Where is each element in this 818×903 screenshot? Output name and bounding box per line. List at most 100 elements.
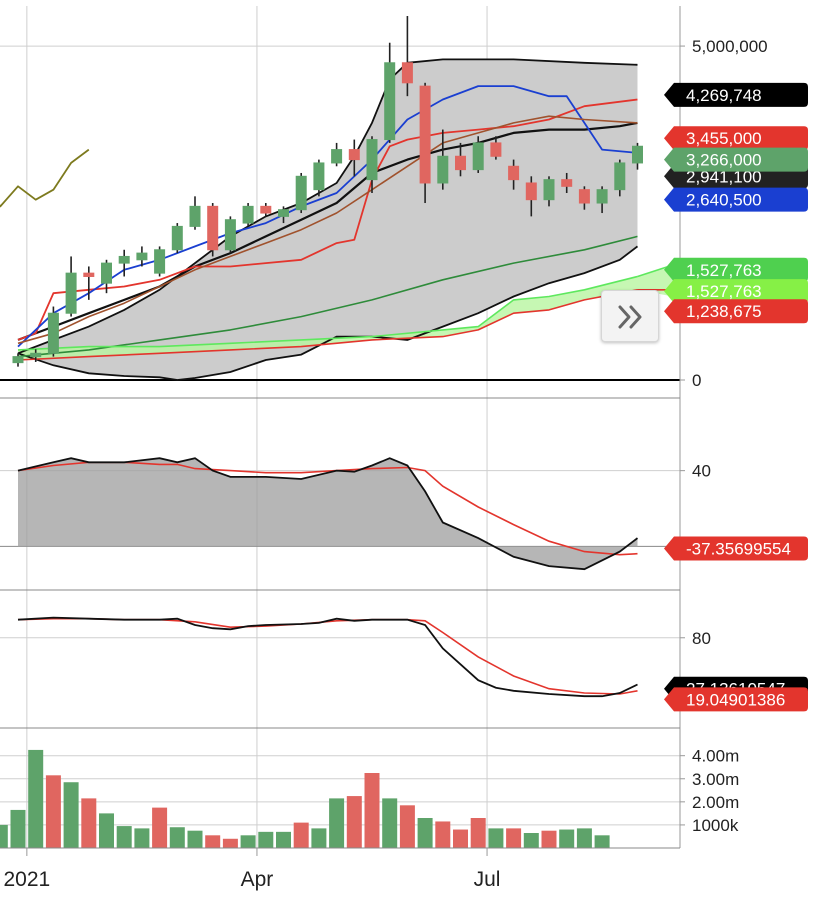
indicator-lines-layer [0, 58, 680, 698]
candle-body [490, 142, 502, 157]
candle-body [508, 165, 520, 181]
y-axis-tick-label: 4.00m [692, 747, 739, 766]
volume-bar [152, 807, 168, 848]
price-tag-label: 3,266,000 [686, 151, 762, 170]
price-tag [664, 687, 808, 712]
fill-layer [18, 59, 680, 570]
price-tag-label: 3,455,000 [686, 129, 762, 148]
candle-body [171, 225, 183, 251]
indicator-line [17, 121, 638, 341]
stochastic-signal-line [17, 617, 638, 695]
x-axis-tick-label: Jul [474, 868, 501, 891]
indicator-line [17, 289, 638, 361]
price-tag-label: 2,941,100 [686, 167, 762, 186]
y-axis-tick-label: 0 [692, 371, 701, 390]
volume-bar [470, 818, 486, 848]
volume-bar [576, 828, 592, 848]
price-tag [664, 257, 808, 282]
x-axis-tick-label: 2021 [3, 868, 50, 891]
volume-bar [81, 798, 97, 848]
candle-body [12, 356, 24, 364]
y-axis-tick-label: 5,000,000 [692, 37, 768, 56]
candle-body [154, 249, 166, 274]
price-tag-label: 19.04901386 [686, 690, 785, 709]
candle-body [472, 142, 484, 171]
y-axis-tick-label: 2.00m [692, 793, 739, 812]
volume-bar [45, 775, 61, 848]
candle-body [313, 162, 325, 191]
oscillator-shade [18, 458, 638, 570]
candles-layer [12, 16, 643, 367]
volume-bar [346, 796, 362, 848]
volume-bar [0, 824, 8, 848]
y-axis-tick-label: 80 [692, 629, 711, 648]
candle-body [242, 205, 254, 224]
candle-body [437, 155, 449, 184]
y-axis-tick-label: 1000k [692, 816, 739, 835]
price-tag-label: 4,269,748 [686, 86, 762, 105]
volume-bar [417, 818, 433, 848]
volume-bar [559, 829, 575, 848]
candle-body [401, 62, 413, 84]
candle-body [614, 162, 626, 191]
volume-layer [0, 749, 610, 848]
volume-bar [187, 830, 203, 848]
volume-bar [134, 828, 150, 848]
candle-body [224, 219, 236, 251]
candle-body [632, 145, 643, 164]
volume-bar [399, 805, 415, 848]
price-tag [664, 279, 808, 304]
volume-bar [240, 835, 256, 848]
price-tag [664, 299, 808, 324]
price-tag-label: -37.35699554 [686, 539, 791, 558]
axis-layer: 0 5,000,000 40 80 1000k 2.00m 3.00m 4.00m 2021 Ap… [0, 6, 768, 891]
volume-bar [293, 822, 309, 848]
volume-bar [311, 828, 327, 848]
volume-bar [10, 809, 26, 848]
candle-body [455, 155, 466, 171]
candle-body [189, 205, 201, 227]
candle-body [366, 139, 378, 181]
y-axis-tick-label: 40 [692, 462, 711, 481]
volume-bar [205, 835, 221, 848]
candle-body [596, 189, 608, 204]
volume-bar [541, 830, 557, 848]
candle-body [419, 85, 431, 184]
scroll-to-latest-button[interactable] [601, 290, 659, 342]
volume-bar [258, 831, 274, 848]
volume-bar [63, 782, 79, 848]
candle-body [578, 189, 590, 204]
candle-body [260, 205, 272, 214]
stochastic-main-line [17, 616, 638, 698]
candle-body [561, 179, 573, 187]
volume-bar [523, 833, 539, 848]
candle-body [101, 262, 112, 284]
band-fill [18, 59, 638, 381]
candle-body [384, 62, 396, 141]
candle-body [47, 312, 59, 354]
candle-body [278, 209, 289, 217]
indicator-line [17, 275, 638, 351]
indicator-line [17, 115, 638, 345]
volume-bar [222, 838, 238, 848]
candle-body [118, 255, 130, 264]
volume-bar [453, 829, 468, 848]
double-chevron-right-icon [618, 305, 642, 329]
volume-bar [329, 798, 345, 848]
candle-body [348, 149, 360, 161]
candle-body [525, 182, 537, 201]
candle-body [136, 252, 148, 261]
candle-body [543, 179, 555, 201]
volume-bar [99, 813, 114, 848]
price-tag-label: 1,527,763 [686, 282, 762, 301]
x-axis-tick-label: Apr [241, 868, 274, 891]
price-tag [664, 126, 808, 151]
price-tag [664, 147, 808, 172]
volume-bar [488, 828, 504, 848]
y-axis-tick-label: 3.00m [692, 770, 739, 789]
oscillator-main-line [17, 457, 639, 571]
volume-bar [364, 773, 380, 848]
